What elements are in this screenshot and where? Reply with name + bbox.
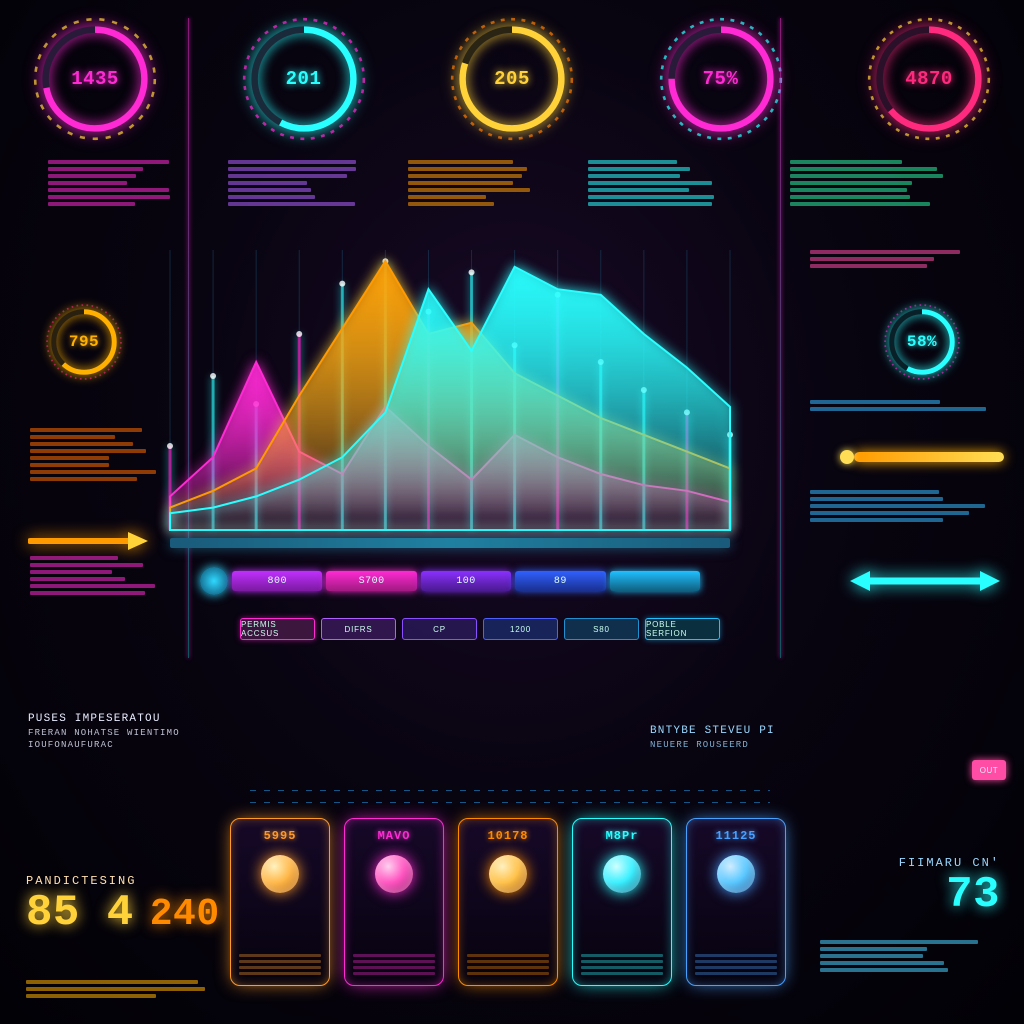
scale-knob[interactable] (200, 567, 228, 595)
tab-6[interactable]: POBLE SERFION (645, 618, 720, 640)
arrow-right-icon (850, 568, 1000, 594)
card-3-label: 10178 (487, 829, 528, 843)
card-4[interactable]: M8Pr (572, 818, 672, 986)
metric-right: FIIMARU CN' 73 (830, 856, 1000, 920)
header-left-line2: FRERAN NOHATSE WIENTIMO (28, 727, 180, 739)
connector-line-1 (250, 790, 770, 791)
right-progress-bar (854, 452, 1004, 462)
card-3-orb-icon (489, 855, 527, 893)
scale-seg-1[interactable]: 800 (232, 571, 322, 591)
text-filler-3 (588, 160, 718, 206)
scale-bar[interactable]: 800 S700 100 89 (200, 568, 700, 594)
arrow-left-icon (28, 530, 148, 552)
header-right: BNTYBE STEVEU PI NEUERE ROUSEERD (650, 724, 775, 751)
card-row: 5995 MAVO 10178 M8Pr 11125 (230, 818, 786, 986)
gauge-3: 205 (447, 14, 577, 144)
tab-row: PERMIS ACCSUS DIFRS CP 1200 S80 POBLE SE… (240, 618, 720, 640)
text-filler-0 (48, 160, 178, 206)
scale-seg-5[interactable] (610, 571, 700, 591)
text-filler-9 (810, 400, 990, 411)
card-1-label: 5995 (264, 829, 297, 843)
header-left-line1: PUSES IMPESERATOU (28, 713, 161, 725)
gauge-4: 75% (656, 14, 786, 144)
text-filler-8 (810, 250, 990, 268)
text-filler-6 (30, 556, 160, 595)
header-left-line3: IOUFONAUFURAC (28, 739, 180, 751)
tab-2[interactable]: DIFRS (321, 618, 396, 640)
side-gauge-left: 795 (42, 300, 126, 384)
metric-left-value: 85 4 (26, 888, 134, 938)
text-filler-5 (30, 428, 160, 481)
side-gauge-right: 58% (880, 300, 964, 384)
card-2-orb-icon (375, 855, 413, 893)
connector-line-2 (250, 802, 770, 803)
scale-seg-3[interactable]: 100 (421, 571, 511, 591)
metric-left: PANDICTESING 85 4 240 (26, 874, 220, 938)
card-4-label: M8Pr (606, 829, 639, 843)
pink-chip[interactable]: OUT (972, 760, 1006, 780)
metric-right-label: FIIMARU CN' (830, 856, 1000, 870)
gauge-5: 4870 (864, 14, 994, 144)
card-1[interactable]: 5995 (230, 818, 330, 986)
header-right-line1: BNTYBE STEVEU PI (650, 725, 775, 737)
text-filler-10 (26, 980, 236, 998)
card-5-orb-icon (717, 855, 755, 893)
tab-3[interactable]: CP (402, 618, 477, 640)
card-5[interactable]: 11125 (686, 818, 786, 986)
header-left: PUSES IMPESERATOU FRERAN NOHATSE WIENTIM… (28, 712, 180, 751)
tab-4[interactable]: 1200 (483, 618, 558, 640)
text-filler-11 (820, 940, 990, 972)
metric-right-value: 73 (946, 870, 1000, 920)
text-filler-1 (228, 160, 358, 206)
header-right-line2: NEUERE ROUSEERD (650, 739, 775, 751)
scale-seg-2[interactable]: S700 (326, 571, 416, 591)
gauge-1: 1435 (30, 14, 160, 144)
card-3[interactable]: 10178 (458, 818, 558, 986)
card-1-orb-icon (261, 855, 299, 893)
text-filler-7 (810, 490, 990, 522)
card-2[interactable]: MAVO (344, 818, 444, 986)
tab-5[interactable]: S80 (564, 618, 639, 640)
chart-base-bar (170, 538, 730, 548)
text-filler-2 (408, 160, 538, 206)
metric-left-label: PANDICTESING (26, 874, 220, 888)
scale-seg-4[interactable]: 89 (515, 571, 605, 591)
metric-left-sub: 240 (150, 893, 220, 936)
card-5-label: 11125 (715, 829, 756, 843)
main-chart (170, 250, 730, 530)
card-2-label: MAVO (378, 829, 411, 843)
gauge-row: 1435 201 205 75% 4870 (30, 14, 994, 144)
text-filler-4 (790, 160, 970, 206)
tab-1[interactable]: PERMIS ACCSUS (240, 618, 315, 640)
frame-line-right (780, 18, 781, 658)
gauge-2: 201 (239, 14, 369, 144)
card-4-orb-icon (603, 855, 641, 893)
